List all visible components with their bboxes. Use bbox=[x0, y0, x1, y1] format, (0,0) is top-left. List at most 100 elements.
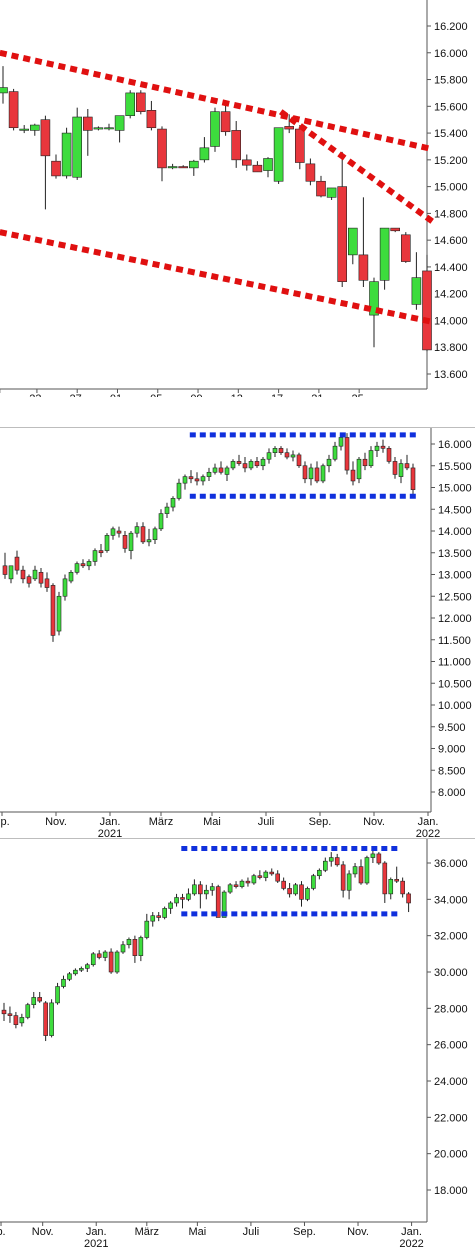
x-tick-label: 09. bbox=[190, 393, 205, 397]
x-tick-label: Nov. bbox=[347, 1226, 369, 1238]
candle-down bbox=[96, 953, 102, 958]
y-tick-label: 16.200 bbox=[434, 21, 468, 33]
candle-down bbox=[44, 578, 50, 588]
candle-down bbox=[1, 1009, 7, 1015]
candle-down bbox=[314, 467, 320, 482]
weekly-dow-chart-svg: 36.000 34.000 32.000 30.000 28.000 26.000 24.0… bbox=[0, 839, 468, 1250]
candle-down bbox=[83, 116, 93, 131]
candle-down bbox=[254, 461, 260, 467]
candle-down bbox=[287, 888, 292, 895]
y-tick-label: 13.000 bbox=[438, 570, 472, 582]
candle-up bbox=[204, 889, 209, 895]
candle-up bbox=[86, 561, 92, 567]
candle-down bbox=[382, 862, 388, 895]
y-tick-label: 11.500 bbox=[438, 635, 471, 647]
candle-up bbox=[308, 467, 314, 480]
candle-down bbox=[8, 91, 19, 129]
candle-down bbox=[242, 463, 248, 469]
y-tick-label: 36.000 bbox=[434, 858, 468, 870]
candle-down bbox=[376, 853, 382, 864]
candle-up bbox=[356, 458, 362, 480]
candle-up bbox=[368, 450, 374, 467]
x-tick-label: Mai bbox=[203, 816, 221, 828]
candle-down bbox=[132, 939, 138, 956]
y-tick-label: 13.600 bbox=[434, 369, 468, 381]
candle-up bbox=[347, 227, 358, 256]
y-tick-label: 14.800 bbox=[434, 208, 468, 220]
candle-down bbox=[299, 884, 304, 900]
candle-up bbox=[176, 482, 182, 499]
candle-up bbox=[200, 476, 206, 482]
x-tick-label: Jan. bbox=[418, 816, 439, 828]
candle-down bbox=[284, 126, 295, 130]
candle-up bbox=[398, 463, 404, 477]
candle-up bbox=[62, 578, 68, 597]
x-tick-label: 21. bbox=[311, 393, 326, 397]
candle-up bbox=[32, 569, 38, 580]
candle-up bbox=[174, 897, 179, 904]
candle-down bbox=[231, 130, 241, 161]
candle-up bbox=[210, 111, 220, 147]
candle-up bbox=[164, 506, 170, 514]
candle-up bbox=[150, 915, 156, 922]
candle-down bbox=[43, 1002, 48, 1036]
candle-down bbox=[269, 871, 275, 875]
candle-down bbox=[275, 873, 281, 882]
x-tick-label: Nov. bbox=[363, 816, 385, 828]
y-tick-label: 28.000 bbox=[434, 1003, 468, 1015]
y-tick-label: 15.600 bbox=[434, 101, 468, 113]
candle-down bbox=[242, 159, 252, 166]
y-tick-label: 15.000 bbox=[438, 483, 472, 495]
trend-line bbox=[278, 109, 435, 224]
candle-down bbox=[116, 530, 122, 534]
candle-up bbox=[93, 127, 104, 130]
candle-up bbox=[352, 866, 358, 875]
candle-down bbox=[14, 556, 20, 571]
candle-up bbox=[209, 886, 215, 891]
y-tick-label: 15.400 bbox=[434, 128, 468, 140]
candle-up bbox=[61, 978, 66, 987]
daily-candlestick-chart: 16.200 16.000 15.800 15.600 15.400 15.200 15.0… bbox=[0, 0, 475, 397]
candle-down bbox=[358, 866, 364, 884]
x-tick-sublabel: 2022 bbox=[399, 1238, 423, 1250]
candle-down bbox=[245, 880, 251, 884]
candle-up bbox=[56, 595, 62, 632]
y-tick-label: 14.500 bbox=[438, 504, 472, 516]
candle-up bbox=[221, 891, 227, 918]
x-tick-label: Nov. bbox=[32, 1226, 54, 1238]
candle-down bbox=[7, 1013, 13, 1016]
x-tick-label: Sep. bbox=[309, 816, 332, 828]
candle-up bbox=[369, 281, 379, 316]
x-tick-label: März bbox=[135, 1226, 159, 1238]
candle-down bbox=[252, 164, 263, 173]
x-tick-label: 25. bbox=[352, 393, 367, 397]
candle-up bbox=[85, 964, 90, 969]
y-tick-label: 24.000 bbox=[434, 1076, 468, 1088]
candle-down bbox=[38, 572, 44, 584]
y-tick-label: 15.500 bbox=[438, 461, 472, 473]
candle-up bbox=[0, 87, 8, 94]
candle-down bbox=[410, 467, 416, 490]
candle-up bbox=[126, 939, 132, 946]
candle-down bbox=[108, 951, 114, 973]
candle-up bbox=[29, 124, 40, 131]
candle-down bbox=[40, 119, 51, 157]
y-tick-label: 16.000 bbox=[434, 48, 468, 60]
candle-up bbox=[55, 986, 60, 1004]
candle-down bbox=[20, 569, 26, 580]
candle-up bbox=[138, 937, 144, 956]
candle-up bbox=[379, 227, 390, 281]
y-tick-label: 8.500 bbox=[438, 765, 466, 777]
candle-up bbox=[311, 875, 316, 889]
x-tick-label: Juli bbox=[258, 816, 275, 828]
x-tick-label: Jan. bbox=[86, 1226, 107, 1238]
candle-down bbox=[80, 563, 86, 567]
weekly-dow-candlestick-chart: 36.000 34.000 32.000 30.000 28.000 26.000 24.0… bbox=[0, 839, 475, 1250]
candle-down bbox=[236, 461, 242, 464]
trend-line bbox=[0, 49, 433, 153]
candle-down bbox=[337, 186, 348, 282]
candle-up bbox=[326, 187, 337, 198]
x-tick-label: Mai bbox=[189, 1226, 207, 1238]
panel-divider bbox=[0, 838, 475, 839]
candle-up bbox=[144, 920, 150, 938]
